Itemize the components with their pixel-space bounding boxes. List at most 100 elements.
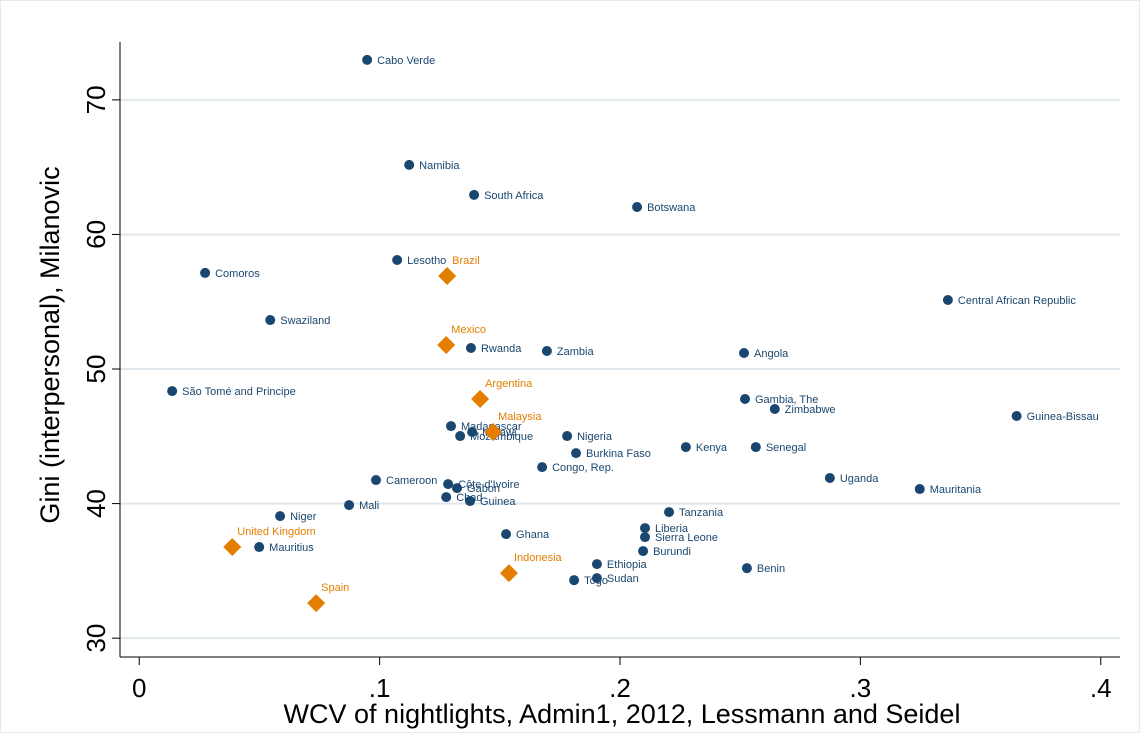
point	[465, 343, 476, 354]
point	[371, 475, 382, 486]
point	[591, 573, 602, 584]
point	[1011, 410, 1022, 421]
point-label: Ethiopia	[607, 559, 648, 571]
point	[680, 442, 691, 453]
point	[914, 484, 925, 495]
point-label: Namibia	[419, 160, 460, 172]
point	[640, 523, 650, 534]
y-tick-label: 30	[81, 624, 111, 653]
point-label: Sudan	[607, 573, 639, 585]
y-tick-label: 60	[81, 220, 111, 249]
point-label: Central African Republic	[958, 295, 1077, 307]
point-label: Burkina Faso	[586, 448, 651, 460]
point-label: Zimbabwe	[785, 404, 836, 416]
point	[465, 496, 475, 507]
point-label: Swaziland	[280, 315, 330, 327]
point	[469, 189, 480, 200]
point-label: Lesotho	[407, 255, 446, 267]
point	[640, 532, 650, 543]
point	[437, 336, 456, 355]
x-axis-title: WCV of nightlights, Admin1, 2012, Lessma…	[284, 699, 961, 729]
point-label: Kenya	[696, 442, 728, 454]
point	[223, 538, 242, 557]
point-label: Cameroon	[386, 475, 437, 487]
point	[344, 500, 355, 511]
point	[484, 422, 503, 441]
point	[740, 394, 750, 405]
point-label: Benin	[757, 563, 785, 575]
point	[452, 483, 463, 494]
point	[769, 403, 780, 414]
y-tick-label: 50	[81, 355, 111, 384]
point-label: Sierra Leone	[655, 532, 718, 544]
point-label: Mexico	[451, 324, 486, 336]
point-label: Nigeria	[577, 431, 613, 443]
point-label: Congo, Rep.	[552, 462, 614, 474]
point	[438, 267, 457, 286]
point-label: Mauritius	[269, 542, 314, 554]
point	[471, 390, 490, 409]
point	[499, 564, 518, 583]
point	[275, 511, 286, 522]
point	[441, 492, 452, 503]
point-label: Mozambique	[470, 431, 533, 443]
point	[537, 462, 548, 473]
point	[404, 159, 415, 170]
point	[571, 448, 582, 459]
point	[569, 575, 580, 586]
point-label: Gabon	[467, 483, 500, 495]
point-label: Cabo Verde	[377, 55, 435, 67]
point	[591, 559, 602, 570]
point-label: Guinea	[480, 496, 516, 508]
point	[167, 386, 178, 397]
point-label: Gambia, The	[755, 394, 818, 406]
point	[443, 479, 454, 490]
point	[664, 507, 675, 518]
point	[562, 431, 573, 442]
x-tick-label: .3	[850, 673, 872, 703]
x-tick-label: .2	[609, 673, 631, 703]
point	[541, 345, 552, 356]
point	[265, 315, 276, 326]
point	[307, 594, 326, 613]
point-label: Brazil	[452, 255, 480, 267]
point	[750, 442, 761, 453]
point	[446, 421, 457, 432]
point-label: Mauritania	[930, 484, 982, 496]
point-label: Malaysia	[498, 411, 542, 423]
point-label: Spain	[321, 582, 349, 594]
point	[501, 529, 512, 540]
point-label: Argentina	[485, 378, 533, 390]
point-label: Burundi	[653, 546, 691, 558]
point	[741, 563, 752, 574]
point-label: São Tomé and Principe	[182, 386, 296, 398]
point-label: Ghana	[516, 529, 550, 541]
point	[942, 294, 953, 305]
point	[200, 267, 211, 278]
point	[467, 426, 478, 437]
point-label: Rwanda	[481, 343, 522, 355]
point-label: Niger	[290, 511, 317, 523]
x-tick-label: .4	[1090, 673, 1112, 703]
point	[632, 201, 643, 212]
point-label: Comoros	[215, 268, 260, 280]
point	[824, 473, 835, 484]
point-label: United Kingdom	[237, 526, 315, 538]
x-tick-label: .1	[369, 673, 391, 703]
point-label: Zambia	[557, 346, 595, 358]
point-label: Mali	[359, 500, 379, 512]
point	[455, 431, 466, 442]
point	[392, 255, 403, 266]
point	[362, 54, 373, 65]
point-label: South Africa	[484, 190, 544, 202]
y-tick-label: 40	[81, 489, 111, 518]
point-label: Liberia	[655, 523, 689, 535]
point	[638, 546, 649, 557]
point-label: Guinea-Bissau	[1027, 411, 1099, 423]
point-label: Tanzania	[679, 507, 724, 519]
point	[254, 542, 265, 553]
point-label: Indonesia	[514, 552, 563, 564]
point-label: Côte d'Ivoire	[458, 479, 519, 491]
